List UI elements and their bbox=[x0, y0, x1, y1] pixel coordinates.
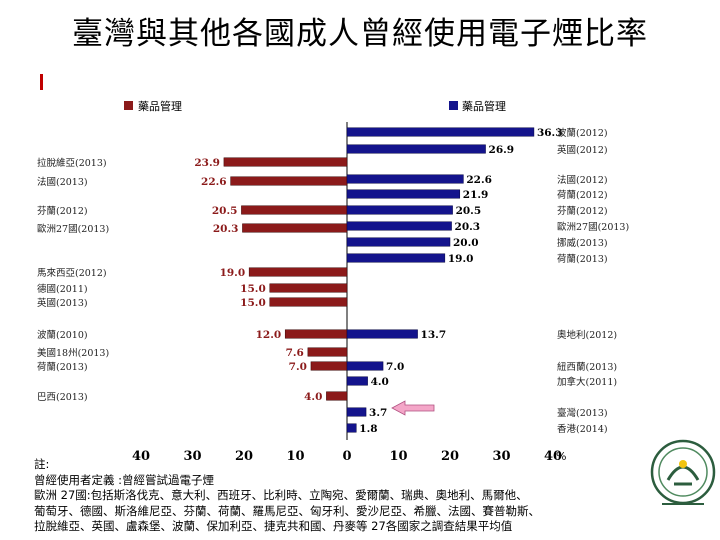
left-bar bbox=[307, 347, 348, 357]
left-bar bbox=[248, 267, 348, 277]
left-country-label: 拉脫維亞(2013) bbox=[37, 157, 107, 169]
slide-title: 臺灣與其他各國成人曾經使用電子煙比率 bbox=[72, 16, 648, 52]
right-country-label: 紐西蘭(2013) bbox=[557, 361, 617, 373]
x-tick-label: 40 bbox=[132, 449, 150, 464]
right-country-label: 波蘭(2012) bbox=[557, 127, 608, 139]
right-country-label: 歐洲27國(2013) bbox=[557, 221, 629, 233]
left-country-label: 波蘭(2010) bbox=[37, 329, 88, 341]
x-tick-label: 10 bbox=[286, 449, 304, 464]
left-bar-value: 19.0 bbox=[220, 267, 246, 279]
right-bar bbox=[346, 407, 367, 417]
left-bar-value: 20.5 bbox=[212, 205, 238, 217]
legend-label-left: 藥品管理 bbox=[138, 99, 182, 113]
right-bar bbox=[346, 221, 452, 231]
x-tick-label: 20 bbox=[441, 449, 459, 464]
highlight-arrow bbox=[391, 400, 435, 416]
right-bar-value: 1.8 bbox=[359, 423, 377, 435]
x-axis-unit: % bbox=[556, 450, 566, 463]
right-bar bbox=[346, 189, 461, 199]
right-bar-value: 20.3 bbox=[455, 221, 481, 233]
left-country-label: 法國(2013) bbox=[37, 176, 88, 188]
right-country-label: 法國(2012) bbox=[557, 174, 608, 186]
right-bar-value: 36.3 bbox=[537, 127, 563, 139]
right-bar bbox=[346, 253, 446, 263]
left-country-label: 歐洲27國(2013) bbox=[37, 223, 109, 235]
right-bar bbox=[346, 174, 464, 184]
note-eu27-line1: 歐洲 27國:包括斯洛伐克、意大利、西班牙、比利時、立陶宛、愛爾蘭、瑞典、奧地利… bbox=[34, 488, 528, 502]
right-bar-value: 20.0 bbox=[453, 237, 479, 249]
x-tick-label: 0 bbox=[342, 449, 351, 464]
legend-swatch-left bbox=[124, 101, 133, 110]
left-country-label: 馬來西亞(2012) bbox=[37, 268, 107, 279]
x-tick-label: 30 bbox=[492, 449, 510, 464]
left-bar bbox=[223, 157, 348, 167]
left-country-label: 德國(2011) bbox=[37, 283, 88, 295]
right-bar-value: 7.0 bbox=[386, 361, 404, 373]
note-eu27-line3: 拉脫維亞、英國、盧森堡、波蘭、保加利亞、捷克共和國、丹麥等 27各國家之調查結果… bbox=[34, 519, 513, 533]
right-country-label: 荷蘭(2013) bbox=[557, 253, 608, 265]
left-country-label: 荷蘭(2013) bbox=[37, 361, 88, 373]
left-bar-value: 22.6 bbox=[201, 176, 227, 188]
right-country-label: 英國(2012) bbox=[557, 144, 608, 156]
left-country-label: 美國18州(2013) bbox=[37, 347, 109, 359]
right-country-label: 荷蘭(2012) bbox=[557, 189, 608, 201]
note-definition: 曾經使用者定義 :曾經嘗試過電子煙 bbox=[34, 472, 215, 487]
right-bar-value: 21.9 bbox=[463, 189, 489, 201]
left-bar bbox=[230, 176, 348, 186]
legend-swatch-right bbox=[449, 101, 458, 110]
right-bar bbox=[346, 237, 451, 247]
left-bar bbox=[269, 297, 348, 307]
right-bar bbox=[346, 361, 384, 371]
agency-emblem-icon bbox=[650, 439, 716, 505]
x-tick-label: 10 bbox=[389, 449, 407, 464]
right-bar-value: 26.9 bbox=[489, 144, 515, 156]
right-bar-value: 3.7 bbox=[369, 407, 387, 419]
left-bar-value: 12.0 bbox=[256, 329, 282, 341]
left-country-label: 芬蘭(2012) bbox=[37, 205, 88, 217]
right-country-label: 臺灣(2013) bbox=[557, 407, 608, 419]
right-country-label: 芬蘭(2012) bbox=[557, 205, 608, 217]
chart-notes: 註: 曾經使用者定義 :曾經嘗試過電子煙 歐洲 27國:包括斯洛伐克、意大利、西… bbox=[34, 457, 714, 535]
x-tick-label: 20 bbox=[235, 449, 253, 464]
left-bar-value: 23.9 bbox=[194, 157, 220, 169]
left-bar bbox=[326, 391, 348, 401]
right-bar bbox=[346, 376, 368, 386]
right-country-label: 挪威(2013) bbox=[557, 237, 608, 249]
left-bar-value: 7.6 bbox=[286, 347, 304, 359]
left-bar-value: 20.3 bbox=[213, 223, 239, 235]
right-bar bbox=[346, 205, 453, 215]
right-bar-value: 22.6 bbox=[466, 174, 492, 186]
right-bar bbox=[346, 423, 357, 433]
right-bar-value: 19.0 bbox=[448, 253, 474, 265]
note-heading: 註: bbox=[34, 457, 50, 471]
x-tick-label: 30 bbox=[183, 449, 201, 464]
left-country-label: 巴西(2013) bbox=[37, 392, 88, 403]
right-bar bbox=[346, 144, 486, 154]
note-eu27-line2: 葡萄牙、德國、斯洛維尼亞、芬蘭、荷蘭、羅馬尼亞、匈牙利、愛沙尼亞、希臘、法國、賽… bbox=[34, 503, 540, 518]
left-bar-value: 7.0 bbox=[289, 361, 307, 373]
right-country-label: 香港(2014) bbox=[557, 423, 608, 435]
right-bar bbox=[346, 127, 535, 137]
right-country-label: 加拿大(2011) bbox=[557, 376, 617, 388]
right-bar-value: 20.5 bbox=[456, 205, 482, 217]
left-bar-value: 15.0 bbox=[240, 283, 266, 295]
left-bar bbox=[269, 283, 348, 293]
title-accent-rule bbox=[40, 74, 43, 90]
right-bar bbox=[346, 329, 418, 339]
left-bar bbox=[242, 223, 348, 233]
left-bar-value: 15.0 bbox=[240, 297, 266, 309]
left-bar bbox=[241, 205, 348, 215]
left-country-label: 英國(2013) bbox=[37, 297, 88, 309]
left-bar bbox=[310, 361, 348, 371]
left-bar-value: 4.0 bbox=[304, 391, 322, 403]
right-bar-value: 13.7 bbox=[421, 329, 447, 341]
x-tick-label: 40 bbox=[544, 449, 562, 464]
legend-label-right: 藥品管理 bbox=[462, 99, 506, 113]
right-country-label: 奧地利(2012) bbox=[557, 329, 617, 341]
left-bar bbox=[284, 329, 348, 339]
right-bar-value: 4.0 bbox=[371, 376, 389, 388]
